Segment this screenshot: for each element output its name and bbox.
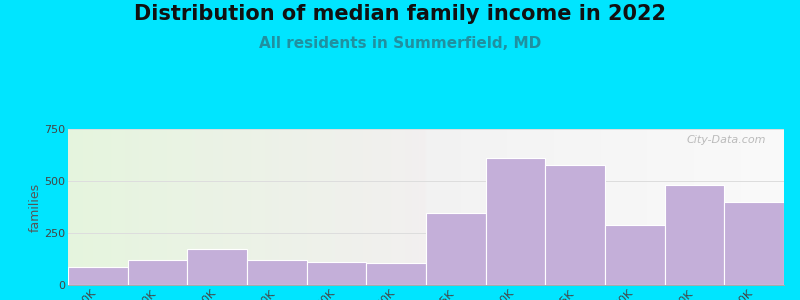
Bar bbox=[426, 213, 486, 285]
Bar bbox=[546, 165, 605, 285]
Bar bbox=[128, 260, 187, 285]
Bar bbox=[306, 262, 366, 285]
Bar bbox=[187, 249, 247, 285]
Bar bbox=[724, 202, 784, 285]
Text: All residents in Summerfield, MD: All residents in Summerfield, MD bbox=[259, 36, 541, 51]
Bar bbox=[247, 260, 306, 285]
Bar bbox=[366, 263, 426, 285]
Y-axis label: families: families bbox=[28, 182, 42, 232]
Text: City-Data.com: City-Data.com bbox=[686, 135, 766, 145]
Bar bbox=[665, 185, 724, 285]
Text: Distribution of median family income in 2022: Distribution of median family income in … bbox=[134, 4, 666, 25]
Bar bbox=[486, 158, 546, 285]
Bar bbox=[68, 267, 128, 285]
Bar bbox=[605, 225, 665, 285]
